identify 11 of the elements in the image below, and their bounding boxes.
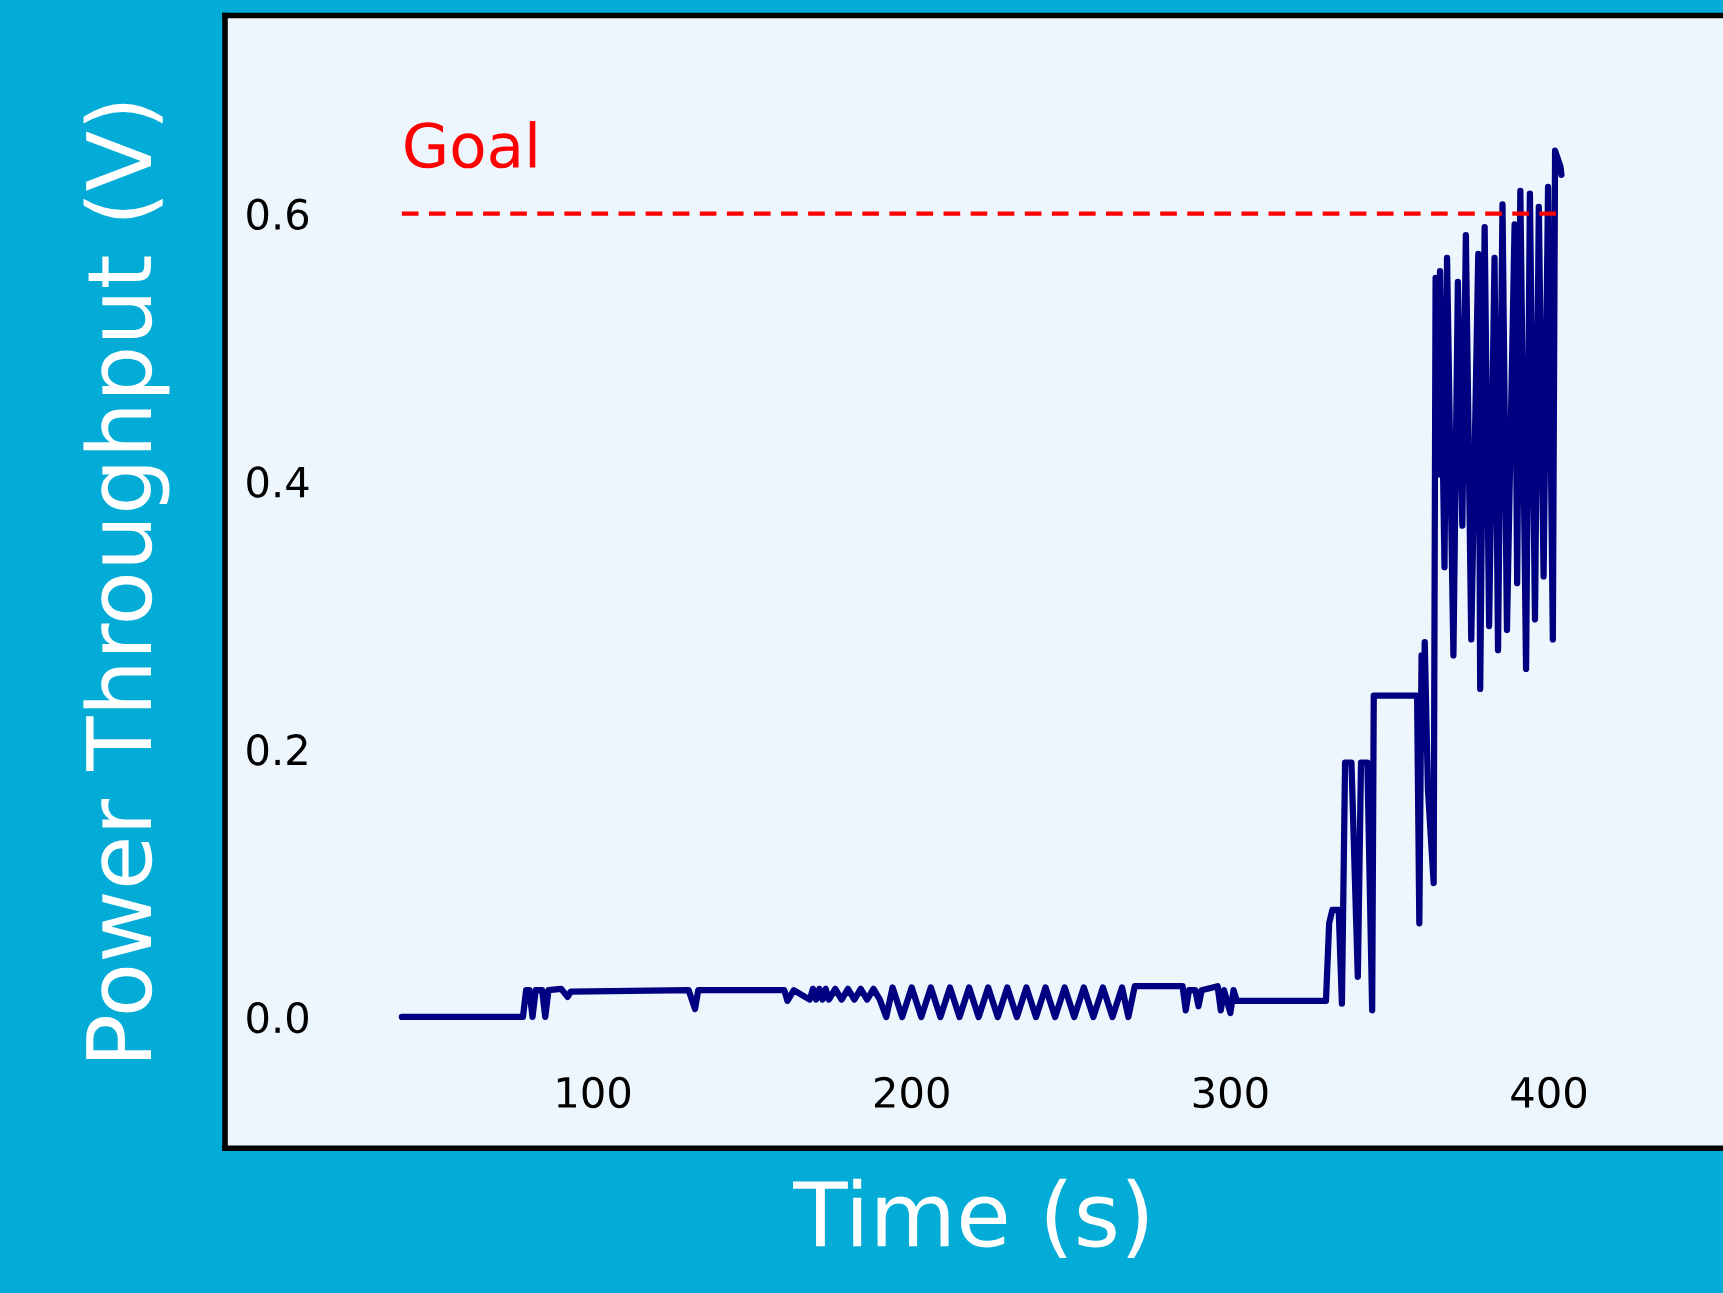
x-tick-label: 400 — [1511, 1076, 1587, 1109]
x-tick-label: 100 — [557, 1076, 631, 1109]
y-tick-label: 0.0 — [247, 1001, 308, 1034]
x-tick-label: 200 — [875, 1076, 949, 1109]
x-axis-title: Time (s) — [793, 1178, 1148, 1258]
x-tick-label: 300 — [1193, 1076, 1268, 1109]
y-tick-label: 0.4 — [247, 466, 309, 498]
y-tick-label: 0.6 — [247, 198, 309, 231]
y-axis-title: Power Throughput (V) — [83, 103, 170, 1059]
y-tick-label: 0.2 — [247, 734, 307, 766]
ref-line-label: Goal — [405, 121, 536, 169]
